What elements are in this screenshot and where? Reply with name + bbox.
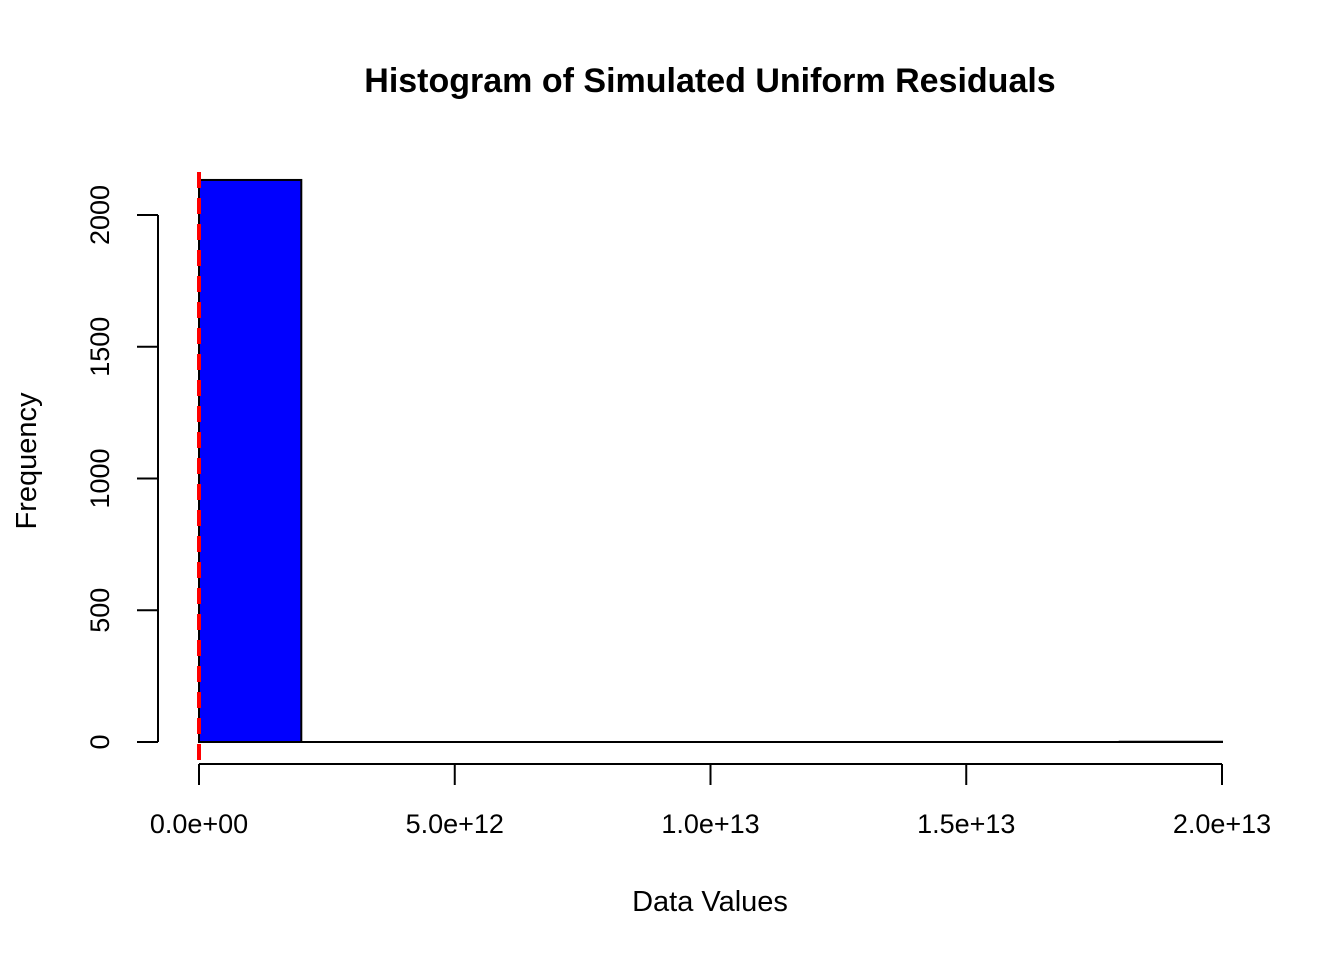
y-tick-label: 2000 [85, 185, 115, 245]
x-tick-label: 5.0e+12 [406, 809, 504, 839]
y-axis: 0 500 1000 1500 2000 [85, 185, 159, 750]
x-axis: 0.0e+00 5.0e+12 1.0e+13 1.5e+13 2.0e+13 [150, 763, 1271, 839]
histogram-bar-1 [198, 178, 303, 743]
x-tick-label: 1.5e+13 [917, 809, 1015, 839]
y-tick-label: 1000 [85, 448, 115, 508]
x-tick-label: 0.0e+00 [150, 809, 248, 839]
histogram-bars [198, 178, 1223, 744]
y-tick-label: 0 [85, 734, 115, 749]
x-tick-label: 1.0e+13 [661, 809, 759, 839]
x-axis-label: Data Values [632, 886, 788, 918]
x-tick-label: 2.0e+13 [1173, 809, 1271, 839]
y-tick-label: 500 [85, 588, 115, 633]
y-axis-label: Frequency [11, 392, 43, 530]
chart-title: Histogram of Simulated Uniform Residuals [364, 62, 1055, 100]
y-tick-label: 1500 [85, 317, 115, 377]
